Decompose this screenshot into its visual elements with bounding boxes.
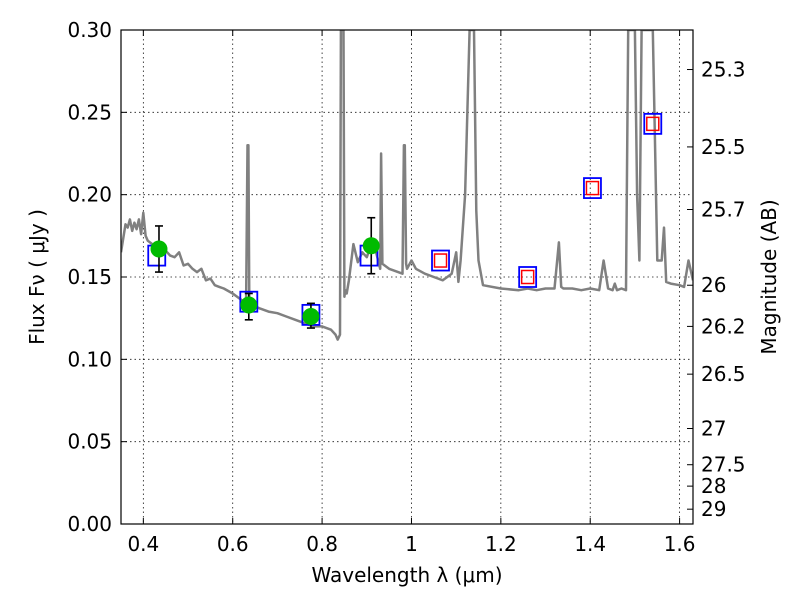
y2-axis-label: Magnitude (AB) [757, 199, 781, 354]
y2-tick-label: 26 [701, 273, 726, 297]
x-tick-label: 0.8 [306, 532, 338, 556]
x-tick-label: 1.6 [664, 532, 696, 556]
x-tick-label: 0.4 [127, 532, 159, 556]
x-tick-label: 0.6 [217, 532, 249, 556]
model-flux-red-square [520, 269, 535, 285]
x-tick-label: 1 [405, 532, 418, 556]
x-tick-label: 1.4 [574, 532, 606, 556]
y2-tick-label: 28 [701, 474, 726, 498]
y-axis-ticks: 0.00 0.05 0.10 0.15 0.20 0.25 0.30 [67, 18, 127, 536]
x-axis-label: Wavelength λ (μm) [311, 563, 502, 587]
y2-tick-label: 25.5 [701, 135, 746, 159]
model-flux-blue-square [431, 249, 450, 272]
y-tick-label: 0.10 [67, 347, 112, 371]
observed-flux-point [240, 296, 258, 314]
y2-tick-label: 25.7 [701, 197, 746, 221]
model-flux-red-square [585, 180, 600, 196]
y2-tick-label: 27 [701, 416, 726, 440]
y-tick-label: 0.00 [67, 512, 112, 536]
y2-tick-label: 26.5 [701, 362, 746, 386]
model-flux-red-square [646, 116, 660, 132]
y-tick-label: 0.30 [67, 18, 112, 42]
x-axis-ticks: 0.4 0.6 0.8 1 1.2 1.4 1.6 [127, 30, 696, 556]
y2-tick-label: 26.2 [701, 314, 746, 338]
observed-flux-point [302, 308, 320, 326]
y2-tick-label: 25.3 [701, 58, 746, 82]
photometry-markers [147, 112, 663, 329]
model-flux-blue-square [643, 112, 663, 135]
model-flux-red-square [433, 253, 448, 268]
model-flux-blue-square [518, 266, 538, 288]
model-flux-blue-square [583, 177, 602, 199]
x-tick-label: 1.2 [485, 532, 517, 556]
y-tick-label: 0.05 [67, 430, 112, 454]
y-axis-label: Flux Fν ( μJy ) [25, 209, 49, 345]
y-tick-label: 0.15 [67, 265, 112, 289]
observed-flux-point [362, 237, 380, 255]
y2-tick-label: 29 [701, 497, 726, 521]
model-spectrum-line [121, 30, 693, 341]
y-tick-label: 0.20 [67, 183, 112, 207]
y2-tick-label: 27.5 [701, 453, 746, 477]
y-tick-label: 0.25 [67, 100, 112, 124]
observed-flux-point [150, 240, 168, 258]
